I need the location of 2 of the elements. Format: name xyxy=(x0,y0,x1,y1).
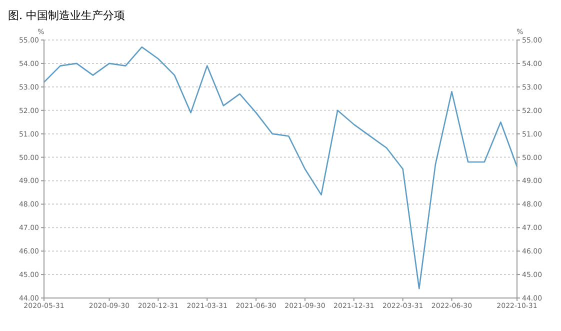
chart-title: 图. 中国制造业生产分项 xyxy=(8,8,126,24)
line-series xyxy=(43,46,518,290)
